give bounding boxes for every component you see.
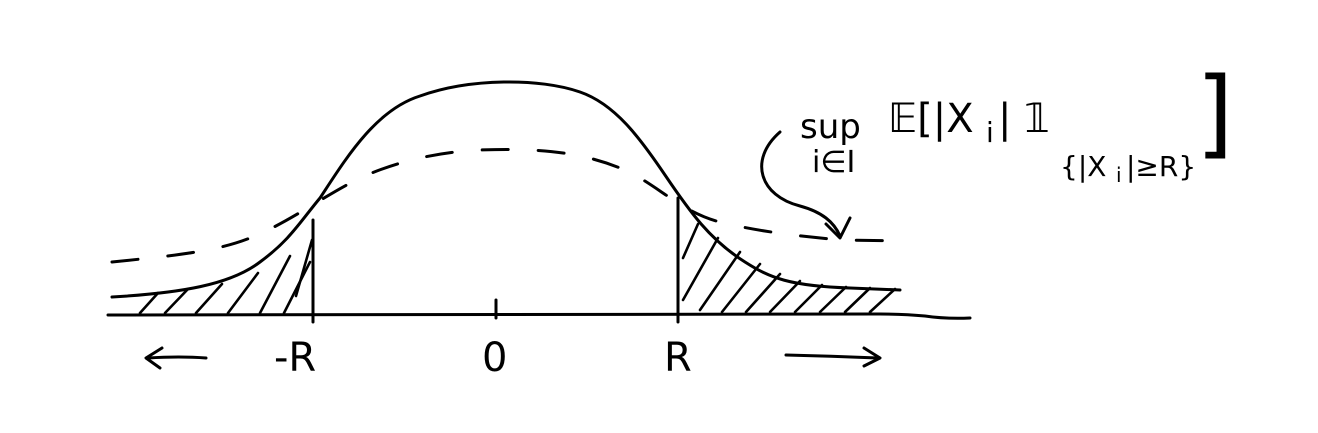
right-tail-hatching xyxy=(681,222,897,314)
left-arrow-icon xyxy=(144,346,208,370)
x-axis xyxy=(106,312,972,320)
sup-label: sup xyxy=(800,107,861,147)
density-curve-dashed xyxy=(110,148,907,264)
indicator-set-label: {|X xyxy=(1060,150,1106,183)
r-label: R xyxy=(664,335,692,381)
subscript-i: i xyxy=(986,116,994,149)
neg-r-label: -R xyxy=(274,335,316,381)
pointer-arrow-icon xyxy=(760,130,852,240)
close-bracket: ] xyxy=(1196,57,1233,169)
indicator-set-rest: |≥R} xyxy=(1126,150,1196,183)
set-subscript-i: i xyxy=(1116,163,1122,187)
right-arrow-icon xyxy=(784,346,882,368)
index-set-label: i∈I xyxy=(812,145,855,180)
zero-label: 0 xyxy=(482,335,507,381)
indicator-label: | 𝟙 xyxy=(998,96,1050,142)
density-curve-solid xyxy=(110,80,902,299)
left-tail-hatching xyxy=(138,238,314,315)
expectation-label: 𝔼[|X xyxy=(888,96,974,142)
